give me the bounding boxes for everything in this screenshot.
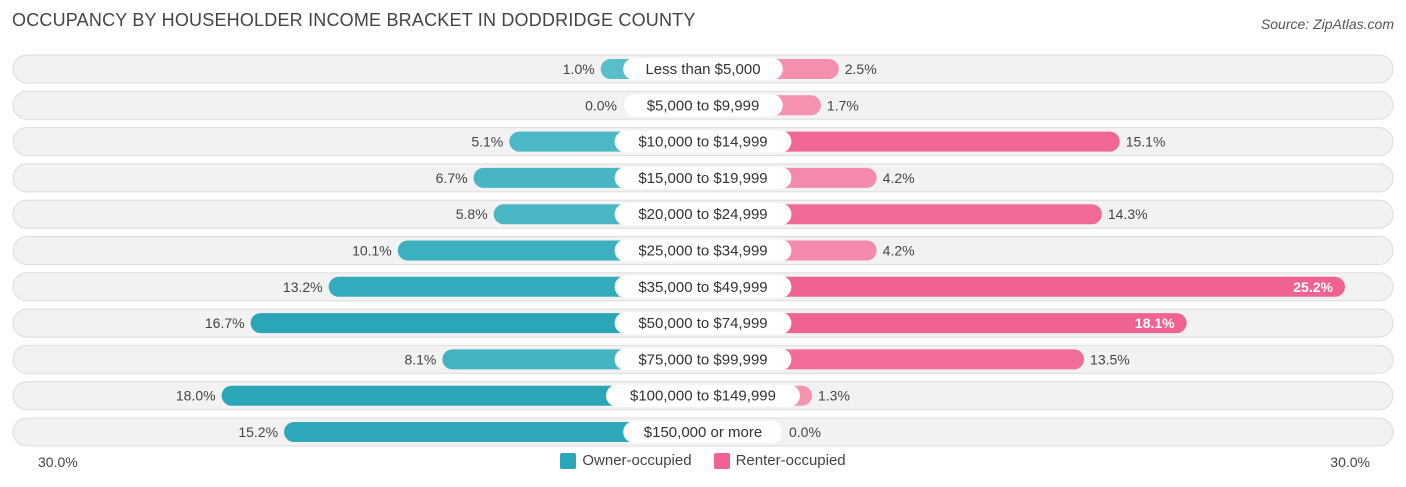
bar-owner xyxy=(250,313,703,334)
bar-renter xyxy=(703,276,1345,297)
category-label: $15,000 to $19,999 xyxy=(638,170,767,187)
category-label-bg xyxy=(614,203,792,226)
value-label-renter: 0.0% xyxy=(789,424,821,440)
category-label-bg xyxy=(614,312,792,335)
value-label-renter: 1.3% xyxy=(818,388,850,404)
category-label: $35,000 to $49,999 xyxy=(638,279,767,296)
category-label-bg xyxy=(606,384,800,407)
axis-right-label: 30.0% xyxy=(1330,454,1370,470)
legend-item-owner[interactable]: Owner-occupied xyxy=(560,452,692,469)
value-label-renter: 13.5% xyxy=(1090,351,1130,367)
value-label-renter: 18.1% xyxy=(1135,315,1175,331)
value-label-owner: 5.1% xyxy=(471,134,503,150)
legend-label-renter: Renter-occupied xyxy=(735,452,846,469)
category-label-bg xyxy=(614,130,792,153)
category-label-bg xyxy=(623,421,783,443)
value-label-owner: 6.7% xyxy=(436,170,468,186)
value-label-renter: 15.1% xyxy=(1126,134,1166,150)
value-label-owner: 1.0% xyxy=(563,61,595,77)
category-label-bg xyxy=(614,239,792,262)
category-label: $20,000 to $24,999 xyxy=(638,206,767,223)
category-label-bg xyxy=(623,94,783,117)
chart-title: OCCUPANCY BY HOUSEHOLDER INCOME BRACKET … xyxy=(12,10,696,30)
bar-owner xyxy=(221,385,703,406)
legend-item-renter[interactable]: Renter-occupied xyxy=(713,452,846,469)
category-label-bg xyxy=(614,275,792,298)
value-label-owner: 13.2% xyxy=(283,279,323,295)
value-label-renter: 25.2% xyxy=(1293,279,1333,295)
chart-source: Source: ZipAtlas.com xyxy=(1260,16,1394,32)
value-label-owner: 0.0% xyxy=(585,97,617,113)
legend-swatch-owner xyxy=(560,452,577,469)
value-label-renter: 2.5% xyxy=(845,61,877,77)
bar-renter xyxy=(703,349,1085,370)
category-label: $75,000 to $99,999 xyxy=(638,351,767,368)
value-label-owner: 15.2% xyxy=(238,424,278,440)
category-label: $100,000 to $149,999 xyxy=(630,388,776,405)
bar-renter xyxy=(703,131,1120,152)
category-label-bg xyxy=(623,58,783,80)
category-label-bg xyxy=(614,348,792,371)
legend-label-owner: Owner-occupied xyxy=(582,452,692,469)
category-label: $25,000 to $34,999 xyxy=(638,243,767,260)
value-label-owner: 10.1% xyxy=(352,243,392,259)
value-label-renter: 14.3% xyxy=(1108,206,1148,222)
legend-swatch-renter xyxy=(713,452,730,469)
axis-left-label: 30.0% xyxy=(38,454,78,470)
category-label: Less than $5,000 xyxy=(645,61,760,78)
category-label: $10,000 to $14,999 xyxy=(638,134,767,151)
legend: Owner-occupied Renter-occupied xyxy=(0,452,1406,469)
value-label-renter: 4.2% xyxy=(883,170,915,186)
value-label-owner: 8.1% xyxy=(404,351,436,367)
bar-renter xyxy=(703,204,1102,225)
value-label-renter: 1.7% xyxy=(827,97,859,113)
value-label-owner: 16.7% xyxy=(205,315,245,331)
value-label-owner: 18.0% xyxy=(176,388,216,404)
bar-owner xyxy=(284,422,703,442)
category-label: $150,000 or more xyxy=(644,424,762,441)
bar-owner xyxy=(328,276,703,297)
category-label-bg xyxy=(614,166,792,189)
value-label-owner: 5.8% xyxy=(456,206,488,222)
category-label: $50,000 to $74,999 xyxy=(638,315,767,332)
category-label: $5,000 to $9,999 xyxy=(647,97,760,114)
bar-renter xyxy=(703,313,1187,334)
value-label-renter: 4.2% xyxy=(883,243,915,259)
